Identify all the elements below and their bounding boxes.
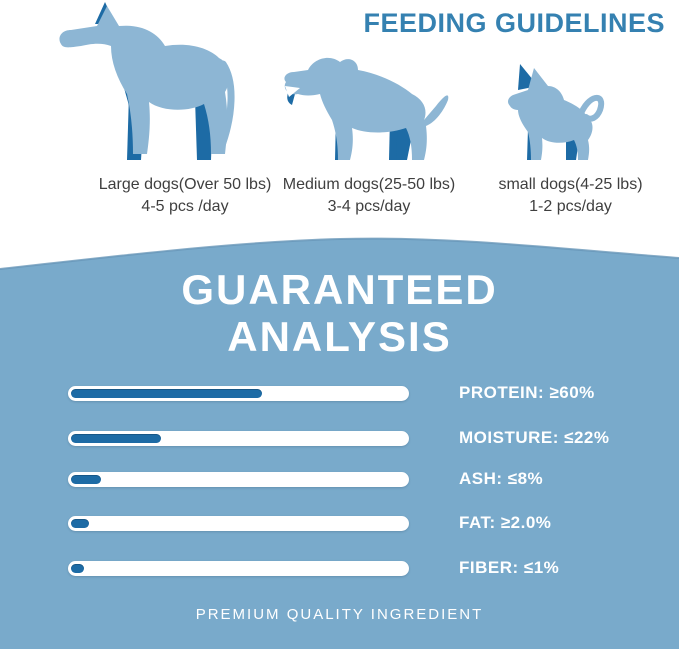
analysis-row-ash: ASH: ≤8%	[68, 469, 543, 489]
guaranteed-analysis-title-line1: GUARANTEED	[181, 266, 498, 313]
small-dog-caption-line2: 1-2 pcs/day	[529, 198, 612, 215]
moisture-progress-fill	[71, 433, 162, 443]
fat-label: FAT: ≥2.0%	[459, 513, 552, 532]
ash-progress-track	[68, 471, 409, 487]
analysis-row-fat: FAT: ≥2.0%	[68, 513, 551, 533]
analysis-row-fiber: FIBER: ≤1%	[68, 558, 559, 578]
guaranteed-analysis-title-line2: ANALYSIS	[227, 313, 452, 360]
ash-label: ASH: ≤8%	[459, 469, 544, 488]
analysis-row-protein: PROTEIN: ≥60%	[68, 383, 595, 403]
medium-dog-icon	[284, 57, 449, 160]
guaranteed-analysis-title: GUARANTEED ANALYSIS	[0, 266, 679, 360]
moisture-label: MOISTURE: ≤22%	[459, 428, 610, 447]
small-dog-icon	[508, 64, 605, 160]
small-dog-caption: small dogs(4-25 lbs) 1-2 pcs/day	[478, 174, 663, 218]
protein-label: PROTEIN: ≥60%	[459, 383, 595, 402]
fiber-progress-track	[68, 560, 409, 576]
fat-progress-track	[68, 515, 409, 531]
protein-progress-track	[68, 385, 409, 401]
fiber-progress-fill	[71, 563, 85, 573]
medium-dog-caption: Medium dogs(25-50 lbs) 3-4 pcs/day	[264, 174, 474, 218]
analysis-row-moisture: MOISTURE: ≤22%	[68, 428, 609, 448]
premium-quality-note: PREMIUM QUALITY INGREDIENT	[195, 606, 484, 623]
large-dog-icon	[59, 2, 235, 160]
small-dog-caption-line1: small dogs(4-25 lbs)	[498, 176, 643, 193]
fat-progress-fill	[71, 518, 90, 528]
large-dog-caption-line1: Large dogs(Over 50 lbs)	[98, 176, 272, 193]
feeding-guidelines-title: FEEDING GUIDELINES	[363, 8, 665, 38]
protein-progress-fill	[71, 388, 262, 398]
medium-dog-caption-line2: 3-4 pcs/day	[327, 198, 411, 215]
moisture-progress-track	[68, 430, 409, 446]
fiber-label: FIBER: ≤1%	[459, 558, 560, 577]
large-dog-caption-line2: 4-5 pcs /day	[141, 198, 229, 215]
medium-dog-caption-line1: Medium dogs(25-50 lbs)	[282, 176, 456, 193]
ash-progress-fill	[71, 474, 102, 484]
large-dog-caption: Large dogs(Over 50 lbs) 4-5 pcs /day	[35, 174, 335, 218]
